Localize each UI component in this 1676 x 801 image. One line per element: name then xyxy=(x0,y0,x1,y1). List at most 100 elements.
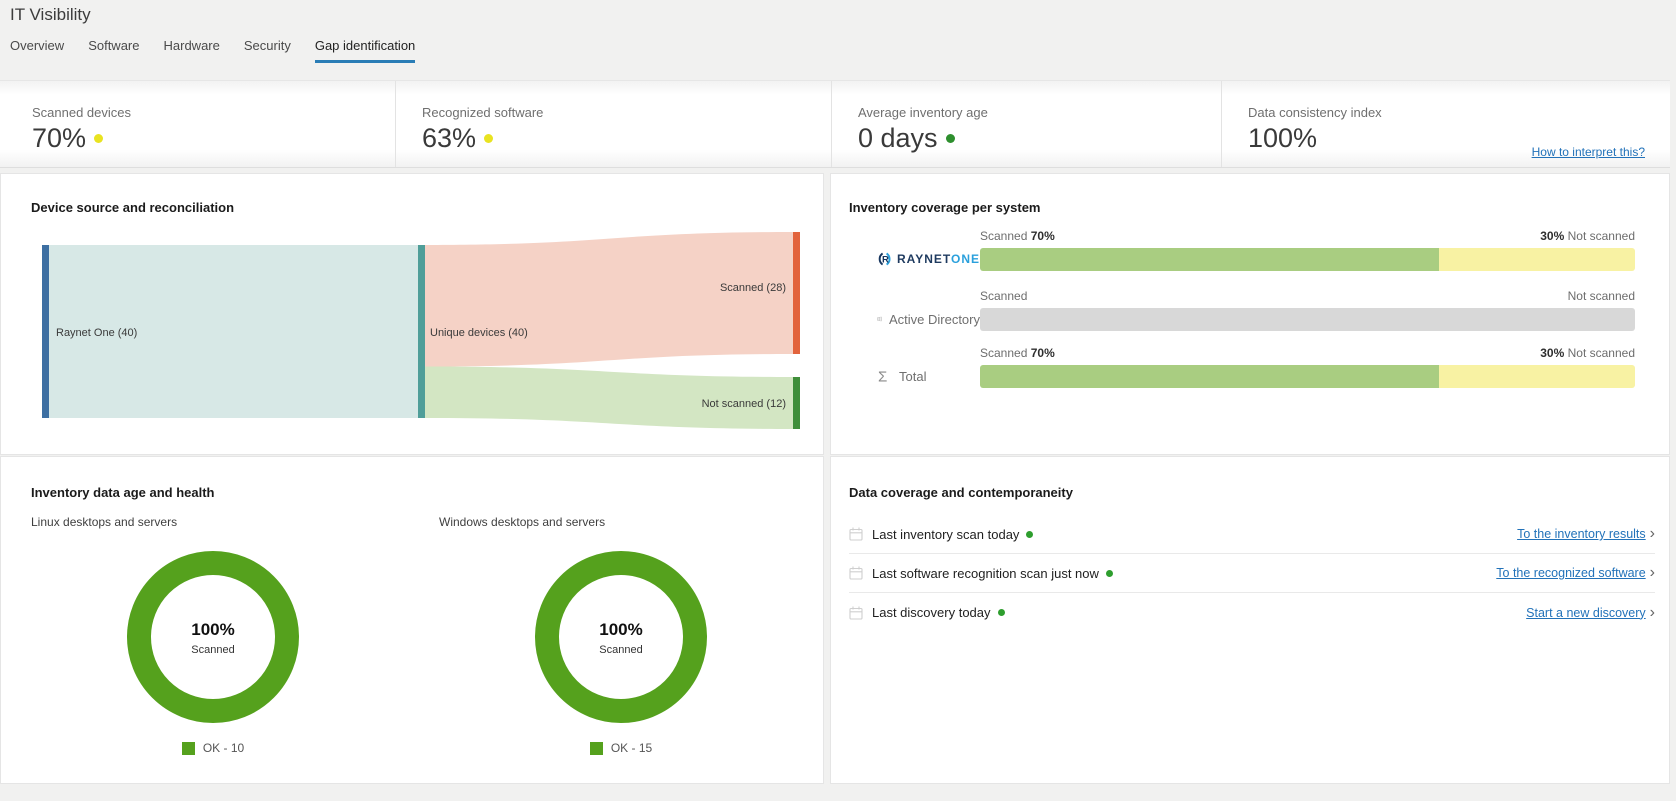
kpi-label: Scanned devices xyxy=(32,105,132,120)
list-item-text: Last software recognition scan just now xyxy=(872,565,1099,581)
chevron-right-icon: › xyxy=(1649,564,1655,581)
legend-swatch-ok xyxy=(589,741,603,755)
kpi-card-recognized-software: Recognized software 63% xyxy=(396,81,832,167)
sankey-node-unique xyxy=(418,245,425,418)
bar-segment-scanned xyxy=(980,248,1439,271)
legend-swatch-ok xyxy=(181,741,195,755)
donut-value-label: Scanned xyxy=(599,644,642,656)
start-discovery-link[interactable]: Start a new discovery xyxy=(1526,605,1646,620)
calendar-icon xyxy=(849,606,863,620)
coverage-bar xyxy=(980,248,1635,271)
donut-subtitle: Linux desktops and servers xyxy=(31,515,178,529)
bar-segment-scanned xyxy=(980,365,1439,388)
data-coverage-panel: Data coverage and contemporaneity Last i… xyxy=(830,456,1670,784)
kpi-value: 63% xyxy=(422,123,831,154)
kpi-label: Average inventory age xyxy=(858,105,988,120)
panel-title: Inventory coverage per system xyxy=(849,200,1041,215)
bar-segment-empty xyxy=(980,308,1635,331)
coverage-row-active-directory: Active Directory Scanned Not scanned xyxy=(849,289,1635,331)
device-source-panel: Device source and reconciliation Raynet … xyxy=(0,173,824,455)
tab-security[interactable]: Security xyxy=(243,38,291,53)
system-label: Active Directory xyxy=(849,311,980,327)
system-label: R RAYNETONE xyxy=(849,251,980,267)
system-label: Σ Total xyxy=(878,368,927,385)
donut-chart: 100% Scanned xyxy=(127,551,299,723)
tab-overview[interactable]: Overview xyxy=(10,38,65,53)
sankey-chart: Raynet One (40) Unique devices (40) Scan… xyxy=(42,232,800,429)
list-item-discovery: Last discovery today Start a new discove… xyxy=(849,593,1655,632)
raynetone-logo-icon: R RAYNETONE xyxy=(877,251,980,267)
calendar-icon xyxy=(849,527,863,541)
how-to-interpret-link[interactable]: How to interpret this? xyxy=(1531,145,1645,159)
donut-legend: OK - 15 xyxy=(439,741,803,755)
svg-text:R: R xyxy=(882,255,890,266)
list-item-text: Last discovery today xyxy=(872,605,991,620)
contemporaneity-list: Last inventory scan today To the invento… xyxy=(849,515,1655,632)
sankey-flow-source xyxy=(49,245,418,418)
windows-icon xyxy=(877,316,882,322)
bar-segment-not-scanned xyxy=(1438,365,1635,388)
list-item-software-recognition-scan: Last software recognition scan just now … xyxy=(849,554,1655,593)
list-item-inventory-scan: Last inventory scan today To the invento… xyxy=(849,515,1655,554)
inventory-results-link[interactable]: To the inventory results xyxy=(1517,527,1646,541)
coverage-bar-labels: Scanned Not scanned xyxy=(980,289,1635,303)
coverage-bar-labels: Scanned 70% 30% Not scanned xyxy=(980,346,1635,360)
sankey-node-source xyxy=(42,245,49,418)
sigma-icon: Σ xyxy=(878,369,887,385)
chevron-right-icon: › xyxy=(1649,525,1655,542)
status-dot-green xyxy=(1026,530,1034,538)
kpi-label: Data consistency index xyxy=(1248,105,1382,120)
kpi-label: Recognized software xyxy=(422,105,544,120)
svg-text:Σ: Σ xyxy=(878,369,887,385)
donut-legend: OK - 10 xyxy=(31,741,395,755)
donut-windows: Windows desktops and servers 100% Scanne… xyxy=(439,515,803,755)
coverage-bar-labels: Scanned 70% 30% Not scanned xyxy=(980,229,1635,243)
donut-subtitle: Windows desktops and servers xyxy=(439,515,606,529)
page-title: IT Visibility xyxy=(10,5,91,24)
sankey-label-not-scanned: Not scanned (12) xyxy=(702,398,786,410)
coverage-row-raynetone: R RAYNETONE Scanned 70% 30% Not scanned xyxy=(849,229,1635,271)
donut-value: 100% xyxy=(599,620,642,639)
tab-hardware[interactable]: Hardware xyxy=(163,38,220,53)
kpi-value: 70% xyxy=(32,123,395,154)
coverage-bar-block: Scanned Not scanned xyxy=(980,289,1635,331)
status-dot-green xyxy=(997,609,1005,616)
sankey-label-source: Raynet One (40) xyxy=(56,327,137,339)
sankey-node-not-scanned xyxy=(793,377,800,429)
kpi-value: 100% xyxy=(1248,123,1318,153)
status-dot-yellow xyxy=(484,134,494,143)
status-dot-green xyxy=(1105,569,1113,577)
status-dot-yellow xyxy=(94,134,104,143)
chevron-right-icon: › xyxy=(1649,603,1655,621)
inventory-health-panel: Inventory data age and health Linux desk… xyxy=(0,456,824,784)
kpi-card-scanned-devices: Scanned devices 70% xyxy=(0,81,396,167)
donut-linux: Linux desktops and servers 100% Scanned … xyxy=(31,515,395,755)
panel-title: Data coverage and contemporaneity xyxy=(849,485,1073,500)
tab-gap-identification[interactable]: Gap identification xyxy=(314,38,416,63)
raynet-r-icon: R xyxy=(878,252,891,266)
sankey-flow-scanned xyxy=(425,232,793,367)
kpi-card-data-consistency-index: Data consistency index 100% How to inter… xyxy=(1222,81,1670,167)
coverage-bar xyxy=(980,308,1635,331)
bar-segment-not-scanned xyxy=(1438,248,1635,271)
tab-software[interactable]: Software xyxy=(88,38,140,53)
kpi-row: Scanned devices 70% Recognized software … xyxy=(0,80,1670,168)
recognized-software-link[interactable]: To the recognized software xyxy=(1496,566,1646,580)
sankey-label-unique: Unique devices (40) xyxy=(430,327,528,339)
tab-bar: Overview Software Hardware Security Gap … xyxy=(10,38,416,63)
status-dot-green xyxy=(945,134,955,143)
kpi-value: 0 days xyxy=(858,123,1221,154)
calendar-icon xyxy=(849,566,863,580)
sankey-node-scanned xyxy=(793,232,800,354)
panel-title: Device source and reconciliation xyxy=(31,200,235,215)
sankey-flow-not-scanned xyxy=(425,366,793,429)
coverage-bar-block: Scanned 70% 30% Not scanned xyxy=(980,346,1635,388)
list-item-text: Last inventory scan today xyxy=(872,526,1020,542)
sankey-label-scanned: Scanned (28) xyxy=(720,282,786,294)
donut-chart: 100% Scanned xyxy=(535,551,707,723)
kpi-card-average-inventory-age: Average inventory age 0 days xyxy=(832,81,1222,167)
donut-value-label: Scanned xyxy=(191,644,234,656)
inventory-coverage-panel: Inventory coverage per system R RAYNETON… xyxy=(830,173,1670,455)
panel-title: Inventory data age and health xyxy=(31,485,215,500)
coverage-row-total: Σ Total Scanned 70% 30% Not scanned xyxy=(849,346,1635,388)
